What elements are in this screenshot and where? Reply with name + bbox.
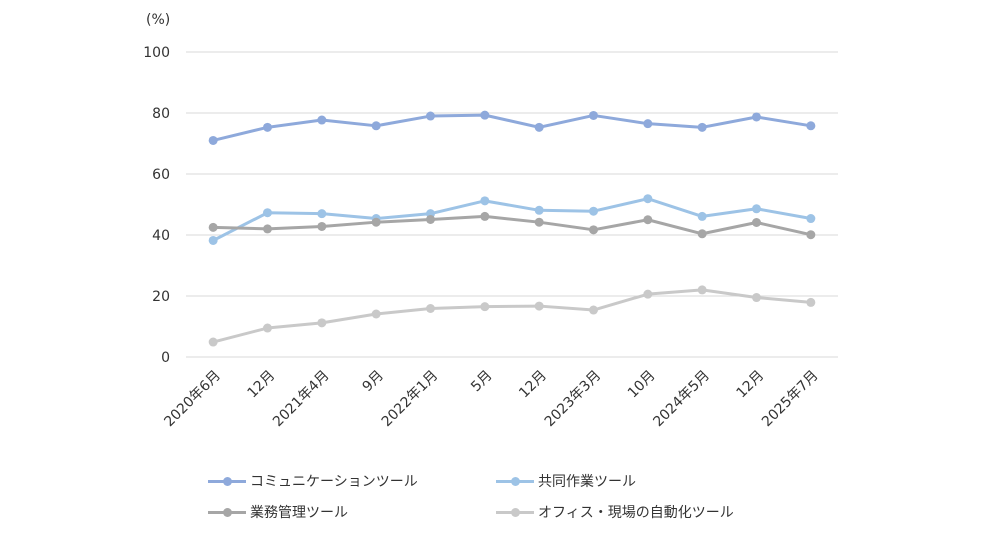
data-point: [589, 305, 598, 315]
data-point: [371, 217, 381, 227]
y-tick-label: 40: [152, 228, 170, 244]
x-tick-label: 10月: [625, 368, 659, 402]
data-point: [263, 122, 272, 132]
data-point: [752, 112, 761, 122]
data-point: [752, 293, 761, 303]
data-point: [480, 302, 490, 312]
data-point: [643, 119, 653, 129]
data-point: [697, 285, 707, 295]
series-3: [208, 285, 816, 347]
x-tick-label: 2023年3月: [542, 368, 605, 431]
y-axis-unit-label: (%): [146, 12, 170, 28]
data-point: [806, 230, 816, 240]
series-line: [211, 113, 813, 142]
data-point: [534, 122, 544, 132]
y-tick-label: 100: [143, 45, 170, 61]
x-tick-label: 2021年4月: [270, 368, 333, 431]
data-point: [263, 224, 272, 234]
data-point: [371, 121, 381, 131]
data-point: [534, 217, 544, 227]
data-point: [480, 110, 490, 120]
data-point: [697, 122, 707, 132]
data-point: [208, 235, 218, 245]
data-point: [697, 211, 707, 221]
data-point: [697, 229, 707, 239]
x-tick-label: 2024年5月: [650, 368, 713, 431]
y-tick-label: 80: [152, 106, 170, 122]
y-tick-label: 20: [152, 289, 170, 305]
x-tick-label: 5月: [468, 368, 496, 396]
data-point: [643, 215, 653, 225]
data-point: [480, 196, 490, 206]
series-2: [208, 211, 816, 240]
data-point: [317, 209, 327, 219]
data-point: [589, 206, 598, 216]
series-0: [208, 110, 816, 145]
data-point: [589, 110, 598, 120]
data-point: [480, 211, 490, 221]
data-point: [426, 214, 435, 224]
x-tick-label: 2025年7月: [759, 368, 822, 431]
data-point: [208, 337, 218, 347]
data-point: [317, 318, 327, 328]
data-point: [426, 304, 435, 314]
data-point: [643, 194, 653, 204]
gridlines: [186, 51, 838, 358]
data-point: [806, 214, 816, 224]
data-point: [208, 135, 218, 145]
y-tick-label: 60: [152, 167, 170, 183]
data-point: [752, 217, 761, 227]
data-point: [426, 111, 435, 121]
x-tick-label: 2020年6月: [161, 368, 224, 431]
x-tick-label: 12月: [516, 368, 550, 402]
series-line: [211, 214, 813, 237]
x-tick-label: 12月: [734, 368, 768, 402]
data-point: [317, 115, 327, 125]
x-tick-label: 12月: [245, 368, 279, 402]
data-point: [317, 221, 327, 231]
data-point: [752, 204, 761, 214]
data-point: [589, 225, 598, 235]
data-point: [208, 222, 218, 232]
x-tick-label: 2022年1月: [379, 368, 442, 431]
data-point: [643, 289, 653, 299]
data-point: [534, 205, 544, 215]
x-tick-label: 9月: [359, 368, 387, 396]
data-point: [806, 297, 816, 307]
y-axis-ticks: 0 20 40 60 80 100: [143, 45, 170, 366]
series-line: [211, 288, 813, 344]
data-point: [371, 309, 381, 319]
series-line: [211, 197, 813, 242]
data-point: [263, 323, 272, 333]
series-group: [208, 110, 816, 347]
y-tick-label: 0: [161, 350, 170, 366]
data-point: [534, 301, 544, 311]
data-point: [806, 121, 816, 131]
data-point: [263, 208, 272, 218]
